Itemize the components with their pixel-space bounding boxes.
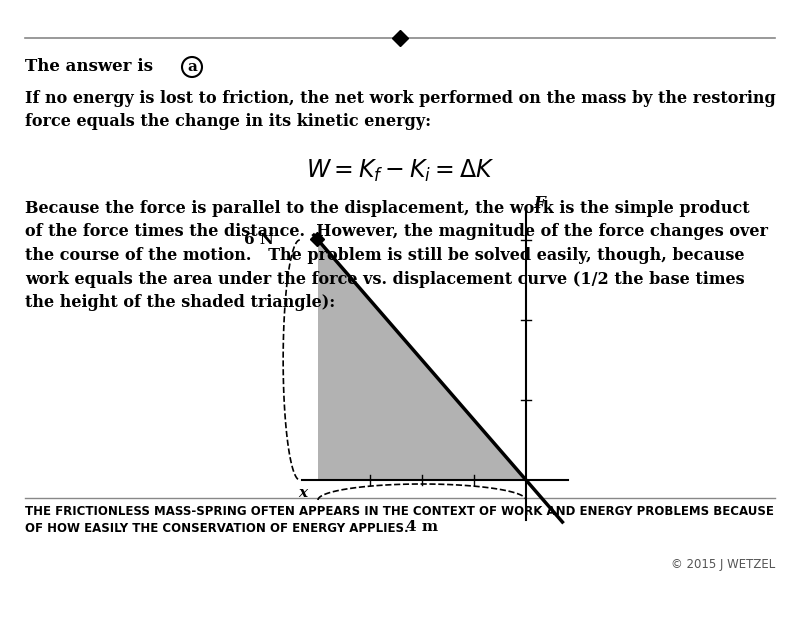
Text: © 2015 J WETZEL: © 2015 J WETZEL <box>670 558 775 571</box>
Text: a: a <box>187 60 197 74</box>
Text: If no energy is lost to friction, the net work performed on the mass by the rest: If no energy is lost to friction, the ne… <box>25 90 776 131</box>
Text: The answer is: The answer is <box>25 58 153 75</box>
Text: 4 m: 4 m <box>406 520 438 534</box>
Text: THE FRICTIONLESS MASS-SPRING OFTEN APPEARS IN THE CONTEXT OF WORK AND ENERGY PRO: THE FRICTIONLESS MASS-SPRING OFTEN APPEA… <box>25 505 774 518</box>
Text: F: F <box>533 196 545 212</box>
Text: 6 N: 6 N <box>244 233 274 247</box>
Polygon shape <box>318 240 526 480</box>
Text: $W = K_f - K_i = \Delta K$: $W = K_f - K_i = \Delta K$ <box>306 158 494 184</box>
Text: x: x <box>298 486 307 500</box>
Text: OF HOW EASILY THE CONSERVATION OF ENERGY APPLIES.: OF HOW EASILY THE CONSERVATION OF ENERGY… <box>25 522 409 535</box>
Text: Because the force is parallel to the displacement, the work is the simple produc: Because the force is parallel to the dis… <box>25 200 768 311</box>
